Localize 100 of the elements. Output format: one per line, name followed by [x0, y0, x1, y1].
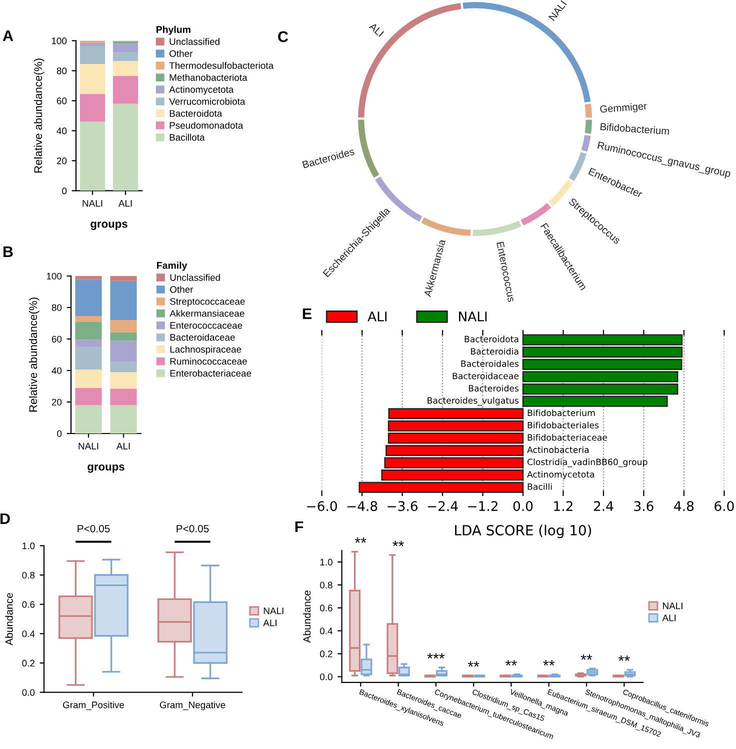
y-tick-label: Bifidobacterium	[528, 409, 595, 416]
bar	[75, 340, 102, 347]
bar	[110, 320, 137, 332]
y-tick-label: 0.2	[22, 660, 34, 666]
slice-label: Gemmiger	[600, 102, 648, 115]
slice-label: Enterococcus	[496, 242, 516, 302]
x-tick-label: 2.4	[594, 501, 614, 511]
bar	[80, 122, 106, 191]
y-tick-label: 40	[56, 128, 67, 134]
legend-label: NALI	[264, 608, 284, 614]
bar	[80, 43, 106, 46]
legend-label: Bacteroidaceae	[170, 334, 235, 341]
x-tick-label: Gram_Negative	[160, 701, 226, 710]
legend-label: ALI	[263, 620, 276, 626]
y-tick-label: 0.6	[22, 601, 35, 608]
annotation: ***	[427, 653, 445, 659]
x-tick-label: 1.2	[554, 501, 572, 511]
legend-label: Unclassified	[170, 38, 220, 45]
legend-label: Enterobacteriaceae	[170, 370, 252, 377]
y-tick-label: Bacteroidaceae	[452, 372, 519, 380]
legend-label: Actinomycetota	[169, 86, 234, 95]
x-tick-label: −3.6	[388, 501, 418, 512]
annotation: **	[618, 656, 630, 661]
bar	[75, 316, 102, 322]
text: **	[392, 540, 404, 546]
bar	[75, 276, 102, 280]
text: P<0.05	[78, 524, 110, 532]
x-tick-label: −4.8	[347, 501, 378, 512]
bar	[110, 372, 137, 389]
y-tick-label: 0.8	[22, 572, 35, 579]
y-tick-label: 0.6	[320, 604, 332, 612]
bar	[110, 280, 137, 320]
y-tick-label: 0.4	[22, 630, 35, 638]
annotation: **	[468, 661, 480, 667]
legend-label: Lachnospiraceae	[170, 346, 242, 355]
legend-label: Other	[170, 286, 194, 293]
annotation: **	[580, 654, 592, 660]
legend-label: ALI	[368, 312, 387, 322]
y-tick-label: 40	[52, 367, 62, 374]
annotation: **	[543, 660, 555, 666]
bar	[112, 42, 138, 52]
x-tick-label: 4.8	[674, 501, 694, 512]
y-tick-label: 20	[56, 158, 67, 164]
y-axis-title: Relative abundance(%)	[28, 298, 40, 412]
chart-title: D	[0, 513, 10, 524]
bar	[75, 322, 102, 340]
y-tick-label: Bifidobacteriaceae	[528, 434, 607, 441]
legend-label: Thermodesulfobacteriota	[169, 62, 274, 69]
y-tick-label: 1.0	[22, 542, 35, 550]
y-tick-label: 0.8	[320, 582, 332, 588]
x-axis-title: groups	[90, 222, 128, 230]
legend-label: Bacillota	[170, 134, 205, 141]
bar	[80, 64, 106, 94]
bar	[110, 405, 137, 434]
bar	[110, 340, 137, 362]
legend-label: Pseudomonadota	[170, 122, 244, 129]
y-tick-label: Bacilli	[528, 483, 552, 490]
legend-label: Verrucomicrobiota	[169, 98, 246, 105]
bar	[110, 332, 137, 341]
legend-label: Ruminococcaceae	[170, 358, 247, 365]
bar	[80, 94, 106, 122]
y-tick-label: Actinobacteria	[527, 446, 589, 453]
x-axis-title: LDA SCORE (log 10)	[455, 524, 592, 538]
bar	[75, 370, 102, 388]
y-tick-label: 0.4	[320, 628, 332, 634]
y-tick-label: 0	[57, 430, 62, 438]
legend-label: Akkermansiaceae	[170, 310, 244, 317]
bar	[75, 405, 102, 434]
bar	[80, 46, 106, 64]
bar	[110, 276, 137, 281]
legend-title: Phylum	[156, 26, 190, 35]
annotation: **	[506, 660, 517, 666]
y-tick-label: 100	[52, 38, 67, 44]
bar	[75, 346, 102, 370]
legend-label: NALI	[663, 602, 682, 610]
x-tick-label: 3.6	[634, 501, 654, 512]
y-tick-label: 20	[52, 398, 62, 406]
y-tick-label: Bifidobacteriales	[528, 422, 599, 428]
text: **	[354, 537, 366, 543]
bar	[75, 280, 102, 316]
y-tick-label: 80	[52, 304, 62, 312]
y-tick-label: Bacteroides_vulgatus	[428, 397, 519, 406]
bar	[110, 388, 137, 406]
chart-title: A	[2, 30, 14, 41]
y-tick-label: Bacteroidales	[461, 360, 519, 367]
bar	[112, 104, 138, 191]
y-tick-label: Actinomycetota	[527, 470, 594, 480]
y-tick-label: 60	[52, 336, 62, 343]
legend-label: Bacteroidota	[170, 110, 222, 117]
bar	[112, 52, 138, 61]
bar	[75, 388, 102, 406]
y-tick-label: Bacteroidota	[464, 336, 518, 342]
x-tick-label: −2.4	[428, 501, 458, 511]
x-tick-label: 6.0	[714, 501, 734, 512]
legend-label: Other	[170, 50, 193, 57]
y-axis-title: Abundance	[302, 590, 311, 643]
x-tick-label: 0.0	[513, 501, 533, 512]
y-axis-title: Abundance	[5, 593, 13, 646]
y-tick-label: 0.0	[320, 673, 332, 680]
legend-title: Family	[157, 262, 188, 271]
